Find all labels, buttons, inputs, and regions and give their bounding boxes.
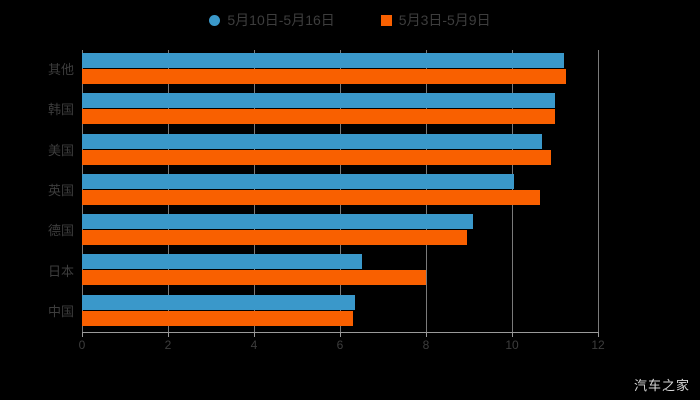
legend-label-series-1: 5月10日-5月16日 (227, 12, 335, 28)
legend-item-series-1[interactable]: 5月10日-5月16日 (209, 12, 335, 28)
bar-series-2[interactable] (82, 270, 426, 286)
bar-series-1[interactable] (82, 53, 564, 68)
bar-series-1[interactable] (82, 133, 543, 149)
bar-group (82, 171, 598, 211)
legend-circle-marker-icon (209, 14, 221, 26)
x-axis-tick-label: 0 (78, 338, 86, 352)
bar-group (82, 292, 598, 332)
bar-group (82, 50, 598, 90)
y-axis-category-label: 日本 (47, 263, 74, 279)
x-axis-tick-label: 2 (164, 338, 172, 352)
legend-label-series-2: 5月3日-5月9日 (398, 12, 491, 28)
bar-series-2[interactable] (82, 189, 540, 205)
x-axis-tick-mark (512, 332, 513, 337)
legend-square-marker-icon (380, 14, 392, 26)
bar-series-2[interactable] (82, 69, 566, 84)
bar-series-1[interactable] (82, 254, 362, 270)
gridline (598, 50, 599, 332)
bar-series-1[interactable] (82, 173, 515, 189)
y-axis-category-label: 韩国 (47, 102, 74, 118)
x-axis-tick-mark (426, 332, 427, 337)
y-axis-category-label: 美国 (47, 142, 74, 158)
bar-group (82, 251, 598, 291)
x-axis-tick-mark (82, 332, 83, 337)
y-axis-category-label: 中国 (47, 303, 74, 319)
x-axis-tick-label: 6 (336, 338, 344, 352)
bar-group (82, 90, 598, 130)
plot-area (82, 50, 599, 332)
bar-group (82, 131, 598, 171)
y-axis-category-label: 其他 (47, 62, 74, 78)
bar-series-1[interactable] (82, 294, 356, 310)
legend-item-series-2[interactable]: 5月3日-5月9日 (380, 12, 491, 28)
x-axis-tick-label: 8 (422, 338, 430, 352)
x-axis-tick-mark (340, 332, 341, 337)
bar-series-1[interactable] (82, 93, 555, 109)
watermark-label: 汽车之家 (633, 378, 690, 393)
bar-series-1[interactable] (82, 214, 474, 230)
x-axis-tick-label: 12 (591, 338, 605, 352)
x-axis-tick-mark (598, 332, 599, 337)
x-axis-tick-mark (254, 332, 255, 337)
y-axis-category-label: 德国 (47, 223, 74, 239)
y-axis-category-labels: 其他韩国美国英国德国日本中国 (0, 50, 74, 332)
bar-series-2[interactable] (82, 310, 353, 326)
bar-series-2[interactable] (82, 230, 467, 246)
x-axis-tick-label: 4 (250, 338, 258, 352)
x-axis-tick-label: 10 (505, 338, 519, 352)
bar-series-2[interactable] (82, 109, 555, 125)
y-axis-category-label: 英国 (47, 183, 74, 198)
bar-group (82, 211, 598, 251)
chart-legend: 5月10日-5月16日 5月3日-5月9日 (0, 8, 700, 32)
bar-series-2[interactable] (82, 149, 551, 165)
x-axis-tick-mark (168, 332, 169, 337)
